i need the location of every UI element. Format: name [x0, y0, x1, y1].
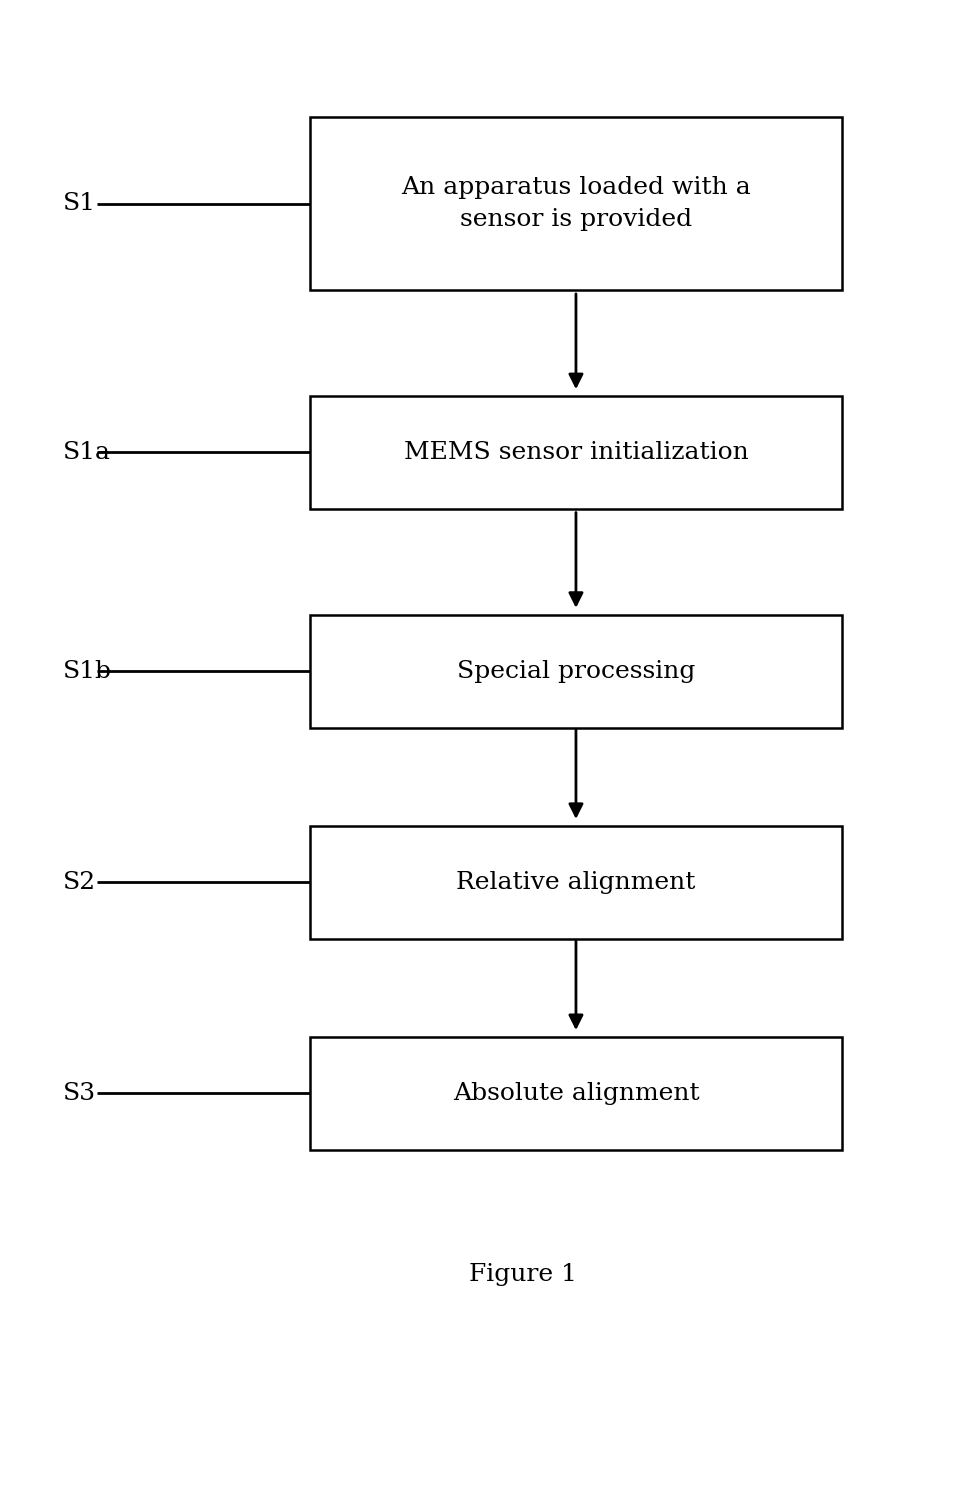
Text: S2: S2	[63, 870, 96, 894]
Bar	[310, 397, 842, 510]
Bar	[310, 118, 842, 290]
Text: S1a: S1a	[63, 440, 111, 464]
Text: S1: S1	[63, 192, 96, 216]
Text: Special processing: Special processing	[457, 659, 695, 683]
Text: S1b: S1b	[63, 659, 112, 683]
Bar	[310, 826, 842, 938]
Text: S3: S3	[63, 1081, 96, 1105]
Bar	[310, 615, 842, 727]
Text: An apparatus loaded with a
sensor is provided: An apparatus loaded with a sensor is pro…	[401, 176, 751, 231]
Bar	[310, 1038, 842, 1149]
Text: Absolute alignment: Absolute alignment	[453, 1081, 699, 1105]
Text: Relative alignment: Relative alignment	[456, 870, 696, 894]
Text: MEMS sensor initialization: MEMS sensor initialization	[404, 440, 748, 464]
Text: Figure 1: Figure 1	[469, 1262, 577, 1286]
